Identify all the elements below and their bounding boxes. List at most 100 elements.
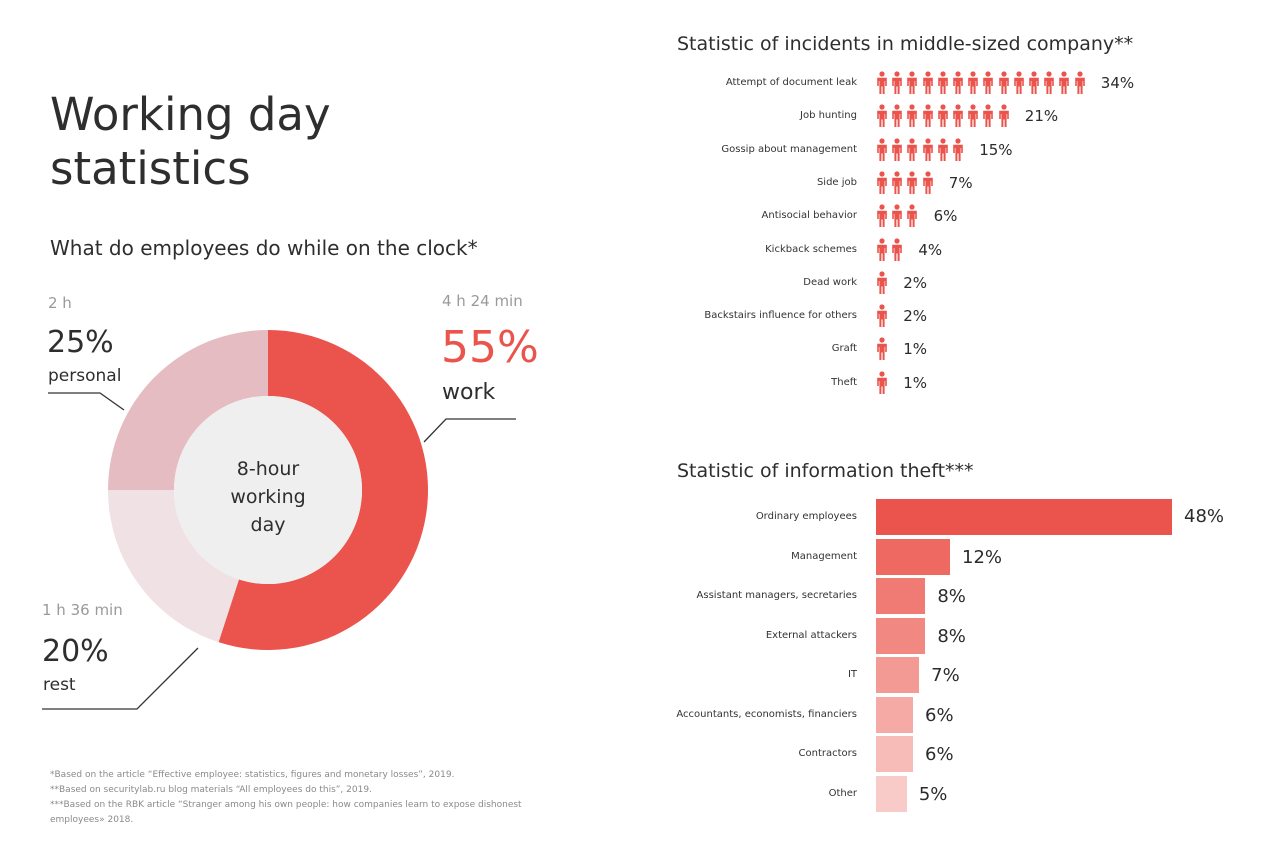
incident-value-label: 6% bbox=[933, 207, 958, 226]
person-icon bbox=[876, 337, 888, 365]
theft-bar bbox=[876, 775, 907, 812]
person-icon bbox=[952, 137, 964, 166]
person-icon bbox=[876, 71, 888, 99]
incident-category-label: Dead work bbox=[803, 276, 857, 288]
donut-center bbox=[174, 396, 362, 584]
work-percent: 55% bbox=[441, 322, 539, 373]
work-time: 4 h 24 min bbox=[442, 292, 523, 310]
title-line-2: statistics bbox=[50, 142, 251, 195]
incident-category-label: Antisocial behavior bbox=[761, 210, 857, 222]
person-icon bbox=[876, 237, 888, 266]
person-icon bbox=[906, 204, 918, 232]
donut-chart bbox=[108, 330, 429, 650]
incident-value-label: 15% bbox=[979, 140, 1013, 159]
person-icon bbox=[1058, 71, 1070, 99]
theft-bar bbox=[876, 617, 926, 654]
person-icon bbox=[922, 104, 934, 132]
theft-bar bbox=[876, 696, 913, 733]
incident-category-label: Backstairs influence for others bbox=[704, 310, 857, 322]
incident-value-label: 4% bbox=[918, 240, 943, 259]
donut-segment-rest bbox=[108, 490, 239, 643]
footnote-1: *Based on the article “Effective employe… bbox=[50, 770, 455, 780]
person-icon bbox=[982, 104, 994, 132]
person-icon bbox=[876, 271, 888, 299]
incident-category-label: Job hunting bbox=[800, 110, 857, 122]
donut-subtitle: What do employees do while on the clock* bbox=[50, 236, 478, 260]
incident-value-label: 21% bbox=[1024, 107, 1059, 126]
person-icon bbox=[876, 137, 888, 166]
person-icon bbox=[876, 171, 888, 199]
person-icon bbox=[922, 171, 934, 199]
title-line-1: Working day bbox=[50, 88, 331, 141]
theft-bar bbox=[876, 657, 920, 693]
incident-category-label: Gossip about management bbox=[721, 143, 857, 155]
theft-value-label: 12% bbox=[962, 546, 1003, 568]
theft-value-label: 6% bbox=[925, 744, 954, 765]
person-icon bbox=[937, 71, 949, 99]
person-icon bbox=[952, 104, 964, 132]
person-icon bbox=[906, 137, 918, 166]
personal-time: 2 h bbox=[48, 294, 72, 312]
person-icon bbox=[891, 237, 903, 266]
theft-chart-title: Statistic of information theft*** bbox=[677, 460, 974, 482]
person-icon bbox=[876, 304, 888, 332]
person-icon bbox=[937, 104, 949, 132]
rest-time: 1 h 36 min bbox=[42, 601, 123, 619]
work-label: work bbox=[442, 380, 496, 405]
personal-label: personal bbox=[48, 366, 122, 386]
center-line-1: 8-hour bbox=[236, 458, 300, 480]
person-icon bbox=[998, 104, 1010, 132]
theft-category-label: Assistant managers, secretaries bbox=[696, 590, 857, 601]
incident-category-label: Attempt of document leak bbox=[725, 77, 857, 88]
incidents-chart-title: Statistic of incidents in middle-sized c… bbox=[677, 33, 1134, 55]
theft-category-label: External attackers bbox=[765, 629, 857, 641]
person-icon bbox=[891, 104, 903, 132]
theft-category-label: Contractors bbox=[798, 748, 857, 759]
person-icon bbox=[906, 171, 918, 199]
theft-value-label: 6% bbox=[925, 704, 954, 726]
theft-bar bbox=[876, 736, 913, 772]
incident-value-label: 34% bbox=[1100, 74, 1135, 92]
person-icon bbox=[891, 71, 903, 99]
incident-category-label: Graft bbox=[831, 343, 857, 355]
person-icon bbox=[906, 71, 918, 99]
theft-bar bbox=[876, 499, 1172, 535]
person-icon bbox=[952, 71, 964, 99]
person-icon bbox=[922, 137, 934, 166]
rest-percent: 20% bbox=[42, 634, 109, 669]
theft-category-label: Ordinary employees bbox=[755, 511, 857, 522]
theft-category-label: Other bbox=[828, 787, 857, 799]
incident-value-label: 7% bbox=[948, 173, 973, 192]
theft-value-label: 8% bbox=[937, 586, 966, 607]
person-icon bbox=[1013, 71, 1025, 99]
theft-bar bbox=[876, 578, 926, 614]
work-leader-line bbox=[423, 418, 516, 443]
person-icon bbox=[1043, 71, 1055, 99]
footnote-3: ***Based on the RBK article “Stranger am… bbox=[50, 800, 522, 825]
theft-bar bbox=[876, 538, 950, 575]
theft-value-label: 8% bbox=[937, 625, 966, 647]
theft-category-label: IT bbox=[847, 669, 857, 680]
incident-value-label: 1% bbox=[903, 340, 927, 359]
incident-category-label: Theft bbox=[831, 376, 857, 388]
person-icon bbox=[891, 171, 903, 199]
theft-category-label: Accountants, economists, financiers bbox=[676, 708, 857, 720]
incident-category-label: Kickback schemes bbox=[765, 243, 857, 255]
person-icon bbox=[937, 137, 949, 166]
person-icon bbox=[891, 137, 903, 166]
incident-value-label: 1% bbox=[903, 373, 927, 392]
person-icon bbox=[891, 204, 903, 232]
footnote-2: **Based on securitylab.ru blog materials… bbox=[50, 785, 372, 795]
page-title: Working day statistics bbox=[50, 88, 331, 196]
person-icon bbox=[906, 104, 918, 132]
donut-center-label: 8-hour working day bbox=[178, 455, 358, 539]
person-icon bbox=[967, 104, 979, 132]
center-line-3: day bbox=[250, 514, 286, 536]
incident-value-label: 2% bbox=[903, 307, 927, 326]
theft-category-label: Management bbox=[791, 550, 857, 562]
incident-category-label: Side job bbox=[816, 176, 857, 188]
personal-percent: 25% bbox=[47, 325, 114, 360]
person-icon bbox=[922, 71, 934, 99]
person-icon bbox=[1074, 71, 1086, 99]
person-icon bbox=[876, 371, 888, 399]
